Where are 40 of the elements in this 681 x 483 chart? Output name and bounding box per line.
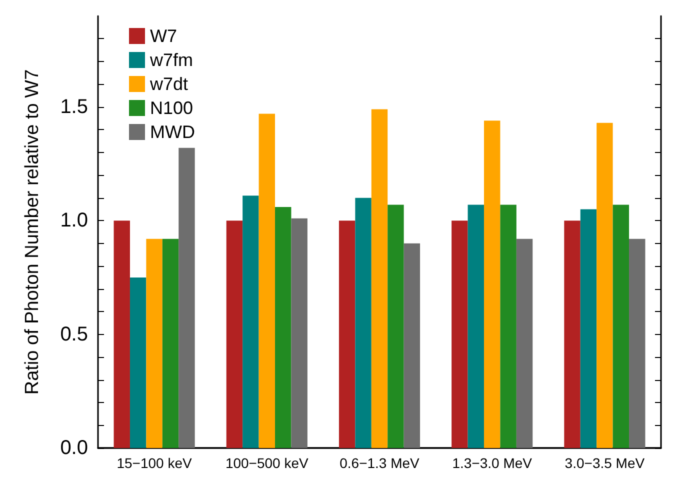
bar xyxy=(371,109,388,448)
x-tick-label: 15−100 keV xyxy=(116,455,193,471)
y-tick-label: 0.0 xyxy=(60,437,88,459)
bar xyxy=(178,148,195,448)
bar xyxy=(468,204,484,448)
y-tick-label: 1.0 xyxy=(60,210,88,232)
bar xyxy=(338,220,356,448)
bar xyxy=(258,114,276,448)
x-tick-label: 100−500 keV xyxy=(225,455,310,471)
bar xyxy=(404,243,420,448)
bar xyxy=(452,220,468,448)
bar xyxy=(580,209,597,448)
x-tick-label: 3.0−3.5 MeV xyxy=(564,455,646,471)
bar xyxy=(516,238,533,448)
bar xyxy=(596,122,613,448)
x-tick-label: 0.6−1.3 MeV xyxy=(340,455,420,471)
y-tick-label: 1.5 xyxy=(60,96,88,118)
bar xyxy=(629,238,646,448)
bar xyxy=(242,196,259,448)
bar xyxy=(355,198,372,448)
bar xyxy=(500,204,516,448)
bar xyxy=(130,277,146,448)
bar xyxy=(114,220,130,448)
bar xyxy=(275,206,292,448)
bar xyxy=(388,204,404,448)
bar xyxy=(564,220,580,448)
legend-label: N100 xyxy=(150,98,194,118)
legend-label: W7 xyxy=(150,26,177,46)
bar xyxy=(146,238,162,448)
legend-label: MWD xyxy=(150,122,195,142)
legend-label: w7fm xyxy=(149,50,194,70)
bar xyxy=(226,220,243,448)
bar xyxy=(162,238,179,448)
y-axis-title: Ratio of Photon Number relative to W7 xyxy=(22,69,43,395)
legend-label: w7dt xyxy=(149,74,188,94)
bar xyxy=(484,120,500,448)
bar xyxy=(291,218,308,448)
y-tick-label: 0.5 xyxy=(60,323,88,346)
bar xyxy=(612,204,630,448)
x-tick-label: 1.3−3.0 MeV xyxy=(452,455,533,471)
